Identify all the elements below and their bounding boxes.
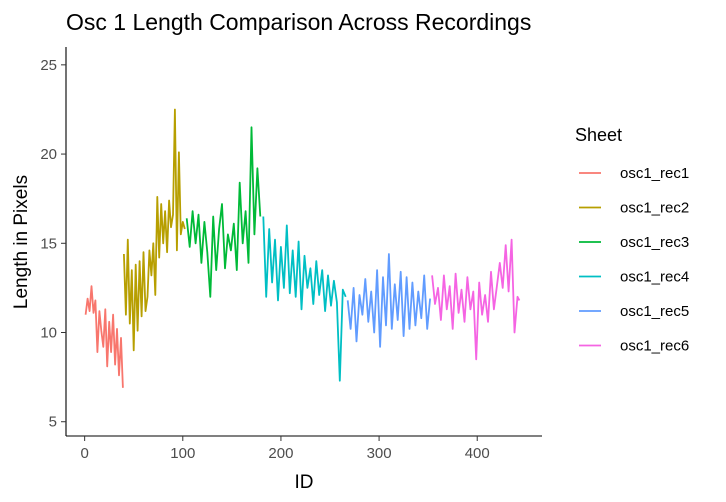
legend-label-osc1_rec1: osc1_rec1 bbox=[620, 165, 689, 182]
x-tick-label: 400 bbox=[465, 445, 490, 462]
legend-label-osc1_rec3: osc1_rec3 bbox=[620, 234, 689, 251]
series-line-osc1_rec4 bbox=[262, 216, 347, 382]
legend-label-osc1_rec5: osc1_rec5 bbox=[620, 303, 689, 320]
legend-items: osc1_rec1 osc1_rec2 osc1_rec3 osc1_rec4 osc1… bbox=[579, 165, 689, 355]
series-line-osc1_rec2 bbox=[123, 108, 186, 352]
y-axis-label: Length in Pixels bbox=[11, 175, 32, 309]
y-tick-label: 20 bbox=[40, 146, 57, 163]
y-tick-label: 10 bbox=[40, 325, 57, 342]
plot-lines bbox=[84, 108, 521, 388]
y-tick-label: 25 bbox=[40, 57, 57, 74]
series-line-osc1_rec5 bbox=[346, 253, 431, 348]
x-ticks: 0 100 200 300 400 bbox=[80, 436, 490, 462]
legend-label-osc1_rec4: osc1_rec4 bbox=[620, 269, 689, 286]
series-line-osc1_rec3 bbox=[185, 126, 262, 298]
legend-title: Sheet bbox=[575, 125, 622, 145]
x-tick-label: 200 bbox=[268, 445, 293, 462]
chart-title: Osc 1 Length Comparison Across Recording… bbox=[66, 9, 531, 35]
x-axis-label: ID bbox=[295, 472, 314, 493]
x-tick-label: 100 bbox=[170, 445, 195, 462]
legend: Sheet osc1_rec1osc1_rec2osc1_rec3osc1_re… bbox=[575, 125, 689, 355]
y-tick-label: 5 bbox=[49, 414, 57, 431]
x-tick-label: 300 bbox=[367, 445, 392, 462]
y-ticks: 5 10 15 20 25 bbox=[40, 57, 66, 431]
legend-label-osc1_rec6: osc1_rec6 bbox=[620, 338, 689, 355]
y-tick-label: 15 bbox=[40, 235, 57, 252]
series-line-osc1_rec6 bbox=[431, 238, 521, 361]
series-line-osc1_rec1 bbox=[84, 285, 124, 388]
legend-label-osc1_rec2: osc1_rec2 bbox=[620, 200, 689, 217]
x-tick-label: 0 bbox=[80, 445, 88, 462]
